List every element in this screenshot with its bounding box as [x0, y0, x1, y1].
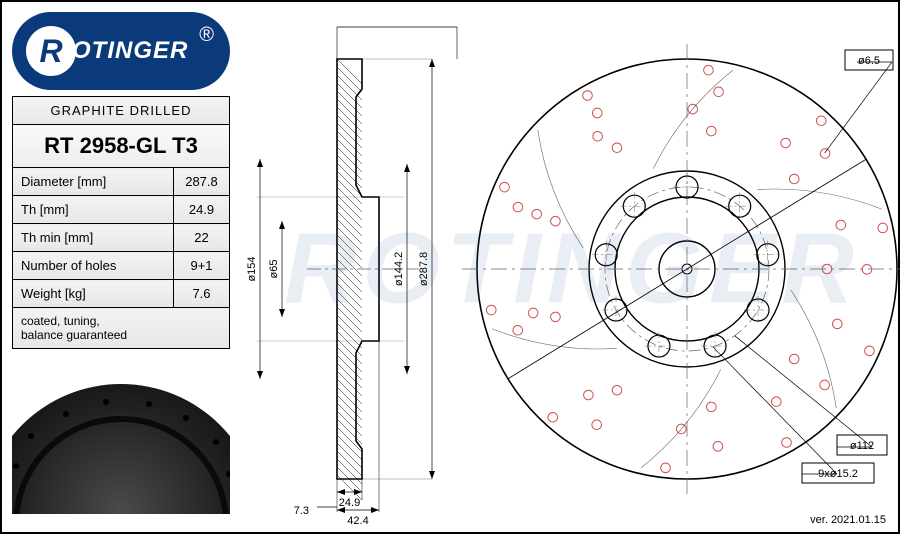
spec-table: GRAPHITE DRILLED RT 2958-GL T3 Diameter …	[12, 96, 230, 349]
spec-value: 22	[174, 224, 230, 252]
svg-text:24.9: 24.9	[339, 497, 360, 509]
svg-text:42.4: 42.4	[347, 515, 368, 527]
spec-label: Diameter [mm]	[13, 168, 174, 196]
spec-label: Th min [mm]	[13, 224, 174, 252]
brand-logo: R ROTINGER ®	[12, 12, 230, 90]
svg-text:ø154: ø154	[246, 256, 258, 281]
notes: coated, tuning, balance guaranteed	[13, 308, 230, 349]
spec-value: 24.9	[174, 196, 230, 224]
svg-text:ø287.8: ø287.8	[418, 252, 430, 286]
svg-text:7.3: 7.3	[294, 505, 309, 517]
technical-drawing: ROTINGER ø154ø65ø144.2ø287.824.942.47.3ø…	[242, 2, 900, 536]
registered-icon: ®	[199, 24, 214, 47]
svg-text:ø65: ø65	[268, 260, 280, 279]
spec-value: 9+1	[174, 252, 230, 280]
svg-text:9xø15.2: 9xø15.2	[818, 468, 858, 480]
svg-text:ø144.2: ø144.2	[393, 252, 405, 286]
svg-text:ø6.5: ø6.5	[858, 55, 880, 67]
version-label: ver. 2021.01.15	[810, 514, 886, 526]
spec-label: Weight [kg]	[13, 280, 174, 308]
spec-value: 287.8	[174, 168, 230, 196]
svg-text:ø112: ø112	[850, 440, 874, 452]
category-label: GRAPHITE DRILLED	[13, 97, 230, 125]
spec-label: Number of holes	[13, 252, 174, 280]
spec-value: 7.6	[174, 280, 230, 308]
logo-mark: R	[26, 26, 76, 76]
spec-label: Th [mm]	[13, 196, 174, 224]
product-photo	[12, 374, 230, 514]
part-number: RT 2958-GL T3	[13, 125, 230, 168]
